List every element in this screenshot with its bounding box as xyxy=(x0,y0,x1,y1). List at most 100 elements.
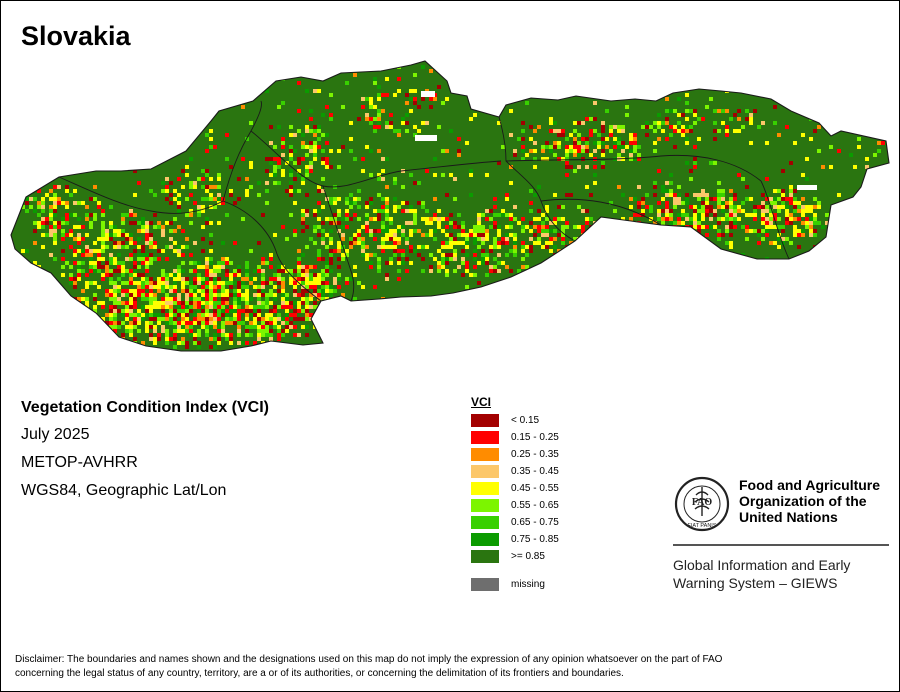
vci-pixel xyxy=(401,185,405,189)
vci-pixel xyxy=(389,229,393,233)
vci-pixel xyxy=(153,125,157,129)
missing-data-patches xyxy=(415,91,817,190)
vci-pixel xyxy=(673,109,677,113)
vci-pixel xyxy=(161,141,165,145)
vci-pixel xyxy=(245,301,249,305)
vci-pixel xyxy=(573,169,577,173)
vci-pixel xyxy=(809,221,813,225)
vci-pixel xyxy=(485,173,489,177)
vci-pixel xyxy=(321,241,325,245)
vci-pixel xyxy=(117,245,121,249)
vci-pixel xyxy=(269,281,273,285)
vci-pixel xyxy=(485,233,489,237)
legend-swatch xyxy=(471,465,499,478)
vci-pixel xyxy=(729,189,733,193)
vci-pixel xyxy=(11,97,13,101)
vci-pixel xyxy=(309,141,313,145)
vci-pixel xyxy=(405,341,409,345)
vci-pixel xyxy=(409,345,413,349)
vci-pixel xyxy=(405,269,409,273)
vci-pixel xyxy=(213,337,217,341)
vci-pixel xyxy=(633,145,637,149)
vci-pixel xyxy=(257,329,261,333)
vci-pixel xyxy=(549,241,553,245)
vci-pixel xyxy=(541,225,545,229)
vci-pixel xyxy=(313,89,317,93)
vci-pixel xyxy=(133,265,137,269)
vci-pixel xyxy=(569,193,573,197)
vci-pixel xyxy=(129,221,133,225)
vci-pixel xyxy=(149,189,153,193)
vci-pixel xyxy=(289,301,293,305)
vci-pixel xyxy=(409,221,413,225)
vci-pixel xyxy=(281,173,285,177)
vci-pixel xyxy=(701,189,705,193)
vci-pixel xyxy=(277,165,281,169)
vci-pixel xyxy=(381,225,385,229)
vci-pixel xyxy=(745,185,749,189)
vci-pixel xyxy=(189,185,193,189)
vci-pixel xyxy=(525,293,529,297)
vci-pixel xyxy=(185,289,189,293)
vci-pixel xyxy=(53,233,57,237)
vci-pixel xyxy=(325,289,329,293)
vci-pixel xyxy=(385,201,389,205)
vci-pixel xyxy=(33,133,37,137)
vci-pixel xyxy=(153,337,157,341)
vci-pixel xyxy=(333,329,337,333)
vci-pixel xyxy=(685,141,689,145)
vci-pixel xyxy=(741,125,745,129)
vci-pixel xyxy=(125,325,129,329)
vci-pixel xyxy=(629,133,633,137)
vci-pixel xyxy=(421,325,425,329)
vci-pixel xyxy=(77,241,81,245)
vci-pixel xyxy=(661,197,665,201)
vci-pixel xyxy=(173,249,177,253)
vci-pixel xyxy=(813,93,817,97)
vci-pixel xyxy=(397,261,401,265)
vci-pixel xyxy=(641,125,645,129)
vci-pixel xyxy=(173,229,177,233)
vci-pixel xyxy=(397,269,401,273)
vci-pixel xyxy=(725,225,729,229)
vci-pixel xyxy=(597,349,601,351)
vci-pixel xyxy=(369,265,373,269)
vci-pixel xyxy=(225,333,229,337)
region-boundary xyxy=(540,198,662,226)
vci-pixel xyxy=(605,145,609,149)
legend-label: 0.55 - 0.65 xyxy=(511,500,559,511)
vci-pixel xyxy=(353,241,357,245)
vci-pixel xyxy=(525,253,529,257)
vci-pixel xyxy=(253,309,257,313)
vci-pixel xyxy=(245,137,249,141)
vci-pixel xyxy=(217,277,221,281)
fao-logo-icon: FAO FIAT PANIS xyxy=(674,476,730,532)
vci-pixel xyxy=(129,333,133,337)
vci-pixel xyxy=(309,273,313,277)
vci-pixel xyxy=(133,273,137,277)
vci-pixel xyxy=(105,261,109,265)
vci-pixel xyxy=(793,205,797,209)
vci-pixel xyxy=(105,269,109,273)
vci-pixel xyxy=(429,265,433,269)
vci-pixel xyxy=(173,345,177,349)
vci-pixel xyxy=(381,177,385,181)
vci-pixel xyxy=(193,285,197,289)
vci-pixel xyxy=(37,313,41,317)
vci-pixel xyxy=(81,297,85,301)
vci-pixel xyxy=(101,301,105,305)
vci-pixel xyxy=(321,273,325,277)
vci-pixel xyxy=(289,181,293,185)
vci-pixel xyxy=(593,237,597,241)
vci-pixel xyxy=(601,137,605,141)
vci-pixel xyxy=(209,273,213,277)
vci-pixel xyxy=(121,273,125,277)
vci-pixel xyxy=(497,289,501,293)
vci-pixel xyxy=(441,241,445,245)
vci-pixel xyxy=(333,249,337,253)
vci-pixel xyxy=(465,265,469,269)
vci-pixel xyxy=(297,261,301,265)
vci-pixel xyxy=(585,145,589,149)
vci-pixel xyxy=(193,337,197,341)
vci-pixel xyxy=(133,313,137,317)
